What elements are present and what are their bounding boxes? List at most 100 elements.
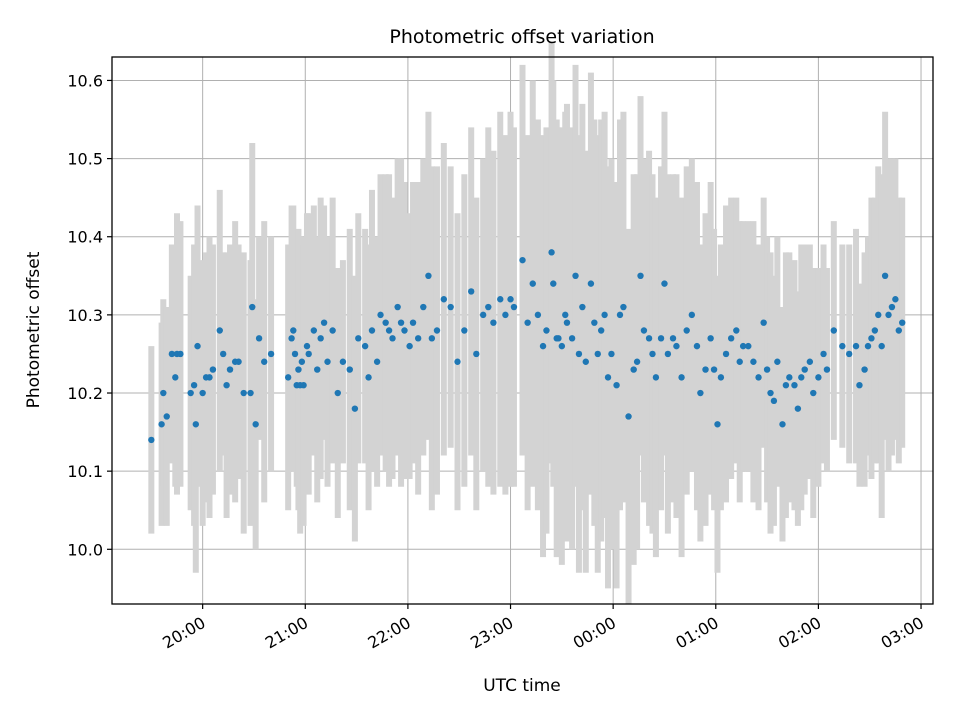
- data-point: [625, 413, 632, 420]
- data-point: [490, 319, 497, 326]
- data-point: [320, 319, 328, 326]
- data-point: [249, 303, 256, 311]
- data-point: [267, 350, 275, 358]
- data-point: [878, 342, 885, 350]
- data-point: [601, 311, 608, 319]
- data-point: [750, 358, 757, 365]
- data-point: [365, 374, 372, 381]
- data-point: [591, 319, 598, 326]
- data-point: [683, 327, 690, 334]
- data-point: [810, 389, 817, 397]
- data-point: [199, 389, 206, 397]
- data-point: [640, 327, 648, 334]
- data-point: [875, 311, 882, 319]
- data-point: [288, 335, 295, 342]
- data-point: [562, 311, 569, 319]
- chart-title: Photometric offset variation: [389, 26, 654, 48]
- data-point: [895, 327, 902, 334]
- data-point: [177, 350, 184, 358]
- data-point: [892, 296, 899, 303]
- y-tick-label: 10.3: [67, 306, 103, 325]
- y-tick-label: 10.0: [67, 540, 103, 559]
- data-point: [770, 397, 778, 405]
- data-point: [558, 342, 566, 350]
- data-point: [255, 335, 263, 342]
- data-point: [739, 342, 747, 350]
- data-point: [693, 342, 701, 350]
- data-point: [616, 311, 624, 319]
- y-tick-label: 10.1: [67, 462, 103, 481]
- data-point: [697, 389, 704, 397]
- data-point: [329, 327, 336, 334]
- data-point: [339, 358, 347, 365]
- data-point: [261, 358, 268, 365]
- data-point: [394, 303, 401, 311]
- y-tick-label: 10.2: [67, 384, 103, 403]
- data-point: [502, 311, 509, 319]
- data-point: [334, 389, 341, 397]
- data-point: [572, 272, 579, 279]
- data-point: [324, 358, 331, 365]
- data-point: [575, 350, 583, 358]
- data-point: [597, 327, 605, 334]
- data-point: [300, 382, 307, 389]
- data-point: [613, 382, 620, 389]
- data-point: [717, 374, 725, 381]
- data-point: [361, 342, 369, 350]
- data-point: [190, 382, 198, 389]
- data-point: [888, 303, 896, 311]
- data-point: [485, 303, 492, 311]
- data-point: [440, 296, 448, 303]
- data-point: [414, 335, 422, 342]
- data-point: [401, 327, 408, 334]
- data-point: [295, 366, 302, 373]
- data-point: [722, 350, 730, 358]
- data-point: [223, 382, 230, 389]
- data-point: [351, 405, 359, 412]
- data-point: [798, 374, 805, 381]
- data-point: [820, 350, 827, 358]
- data-point: [368, 327, 376, 334]
- data-point: [479, 311, 487, 319]
- data-point: [219, 350, 227, 358]
- data-point: [899, 319, 906, 326]
- data-point: [291, 350, 299, 358]
- y-tick-label: 10.6: [67, 71, 103, 90]
- data-point: [594, 350, 601, 358]
- y-axis-ticks: 10.0 10.1 10.2 10.3 10.4 10.5 10.6: [67, 71, 112, 559]
- data-point: [247, 389, 254, 397]
- data-point: [382, 319, 389, 326]
- data-point: [791, 382, 798, 389]
- data-point: [856, 382, 863, 389]
- data-point: [637, 272, 644, 279]
- data-points: [148, 249, 906, 444]
- data-point: [861, 366, 868, 373]
- data-point: [657, 335, 665, 342]
- data-point: [461, 327, 468, 334]
- data-point: [868, 335, 875, 342]
- data-point: [839, 342, 846, 350]
- data-point: [409, 319, 417, 326]
- data-point: [290, 327, 297, 334]
- data-point: [406, 342, 413, 350]
- data-point: [714, 421, 721, 428]
- data-point: [669, 335, 677, 342]
- data-point: [355, 335, 362, 342]
- data-point: [745, 342, 752, 350]
- data-point: [168, 350, 176, 358]
- data-point: [539, 342, 547, 350]
- data-point: [801, 366, 808, 373]
- data-point: [543, 327, 550, 334]
- data-point: [727, 335, 735, 342]
- data-point: [158, 421, 165, 428]
- data-point: [760, 319, 767, 326]
- data-point: [673, 342, 680, 350]
- data-point: [209, 366, 217, 373]
- data-point: [187, 389, 194, 397]
- data-point: [226, 366, 234, 373]
- data-point: [428, 335, 436, 342]
- data-point: [397, 319, 405, 326]
- data-point: [736, 358, 743, 365]
- data-point: [529, 280, 536, 287]
